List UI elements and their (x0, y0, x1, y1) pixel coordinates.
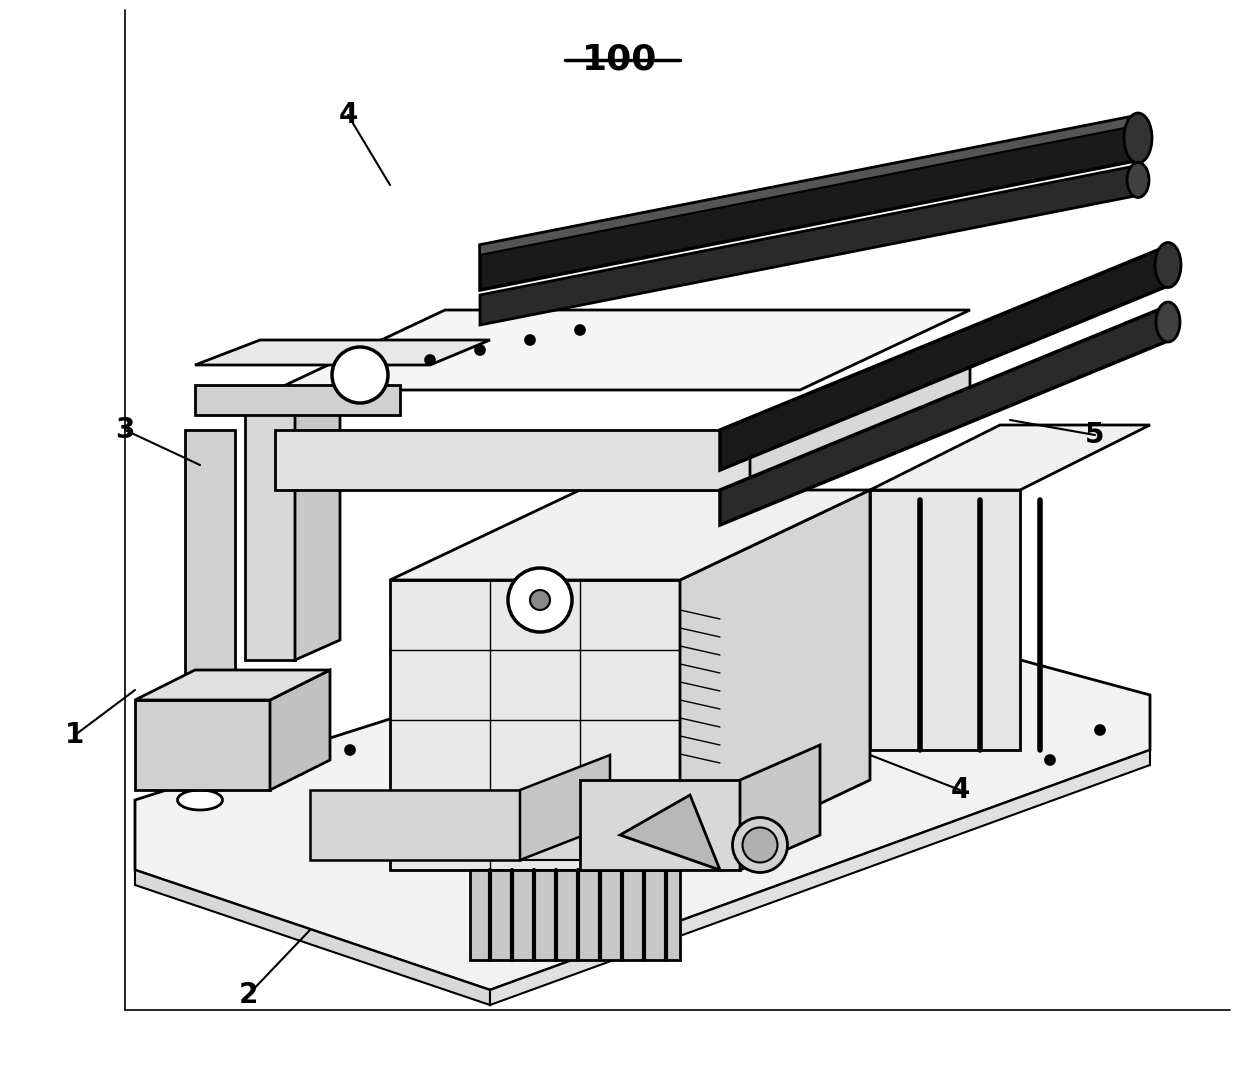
Polygon shape (480, 115, 1140, 255)
Ellipse shape (620, 911, 660, 929)
Text: 2: 2 (238, 980, 258, 1009)
Text: 4: 4 (950, 776, 970, 804)
Circle shape (895, 705, 905, 715)
Polygon shape (750, 341, 970, 490)
Ellipse shape (733, 817, 787, 872)
Polygon shape (480, 165, 1140, 325)
Polygon shape (185, 430, 236, 690)
Polygon shape (470, 830, 750, 860)
Ellipse shape (1154, 242, 1180, 288)
Polygon shape (135, 595, 1149, 990)
Polygon shape (195, 341, 490, 365)
Circle shape (575, 325, 585, 335)
Circle shape (645, 785, 655, 795)
Polygon shape (135, 670, 330, 700)
Polygon shape (135, 870, 490, 1005)
Polygon shape (680, 490, 870, 870)
Polygon shape (480, 115, 1140, 290)
Circle shape (295, 765, 305, 775)
Text: 3: 3 (115, 416, 135, 444)
Circle shape (415, 725, 425, 735)
Circle shape (332, 347, 388, 403)
Circle shape (994, 695, 1004, 705)
Text: 4: 4 (339, 101, 357, 129)
Polygon shape (275, 430, 750, 490)
Polygon shape (740, 745, 820, 870)
Text: 100: 100 (583, 42, 657, 76)
Polygon shape (490, 750, 1149, 1005)
Ellipse shape (1123, 114, 1152, 163)
Circle shape (445, 825, 455, 835)
Circle shape (529, 590, 551, 610)
Ellipse shape (1127, 162, 1149, 198)
Ellipse shape (743, 827, 777, 863)
Polygon shape (310, 790, 520, 860)
Text: 1: 1 (66, 721, 84, 749)
Circle shape (495, 705, 505, 715)
Circle shape (345, 745, 355, 755)
Circle shape (1045, 755, 1055, 765)
Polygon shape (720, 245, 1171, 470)
Polygon shape (391, 580, 680, 870)
Circle shape (508, 568, 572, 632)
Circle shape (1095, 725, 1105, 735)
Text: 5: 5 (1085, 421, 1105, 449)
Polygon shape (720, 305, 1171, 525)
Polygon shape (520, 755, 610, 860)
Polygon shape (870, 490, 1021, 750)
Polygon shape (470, 870, 680, 960)
Circle shape (795, 685, 805, 695)
Polygon shape (870, 425, 1149, 490)
Polygon shape (275, 310, 970, 390)
Polygon shape (135, 700, 270, 790)
Polygon shape (620, 795, 720, 870)
Polygon shape (195, 385, 401, 415)
Polygon shape (246, 395, 295, 660)
Polygon shape (580, 780, 740, 870)
Circle shape (525, 335, 534, 345)
Ellipse shape (177, 790, 222, 810)
Ellipse shape (1156, 302, 1180, 342)
Circle shape (546, 815, 556, 825)
Circle shape (475, 345, 485, 355)
Circle shape (425, 355, 435, 365)
Polygon shape (270, 670, 330, 790)
Polygon shape (295, 375, 340, 660)
Circle shape (595, 675, 605, 685)
Circle shape (694, 675, 706, 685)
Polygon shape (391, 490, 870, 580)
